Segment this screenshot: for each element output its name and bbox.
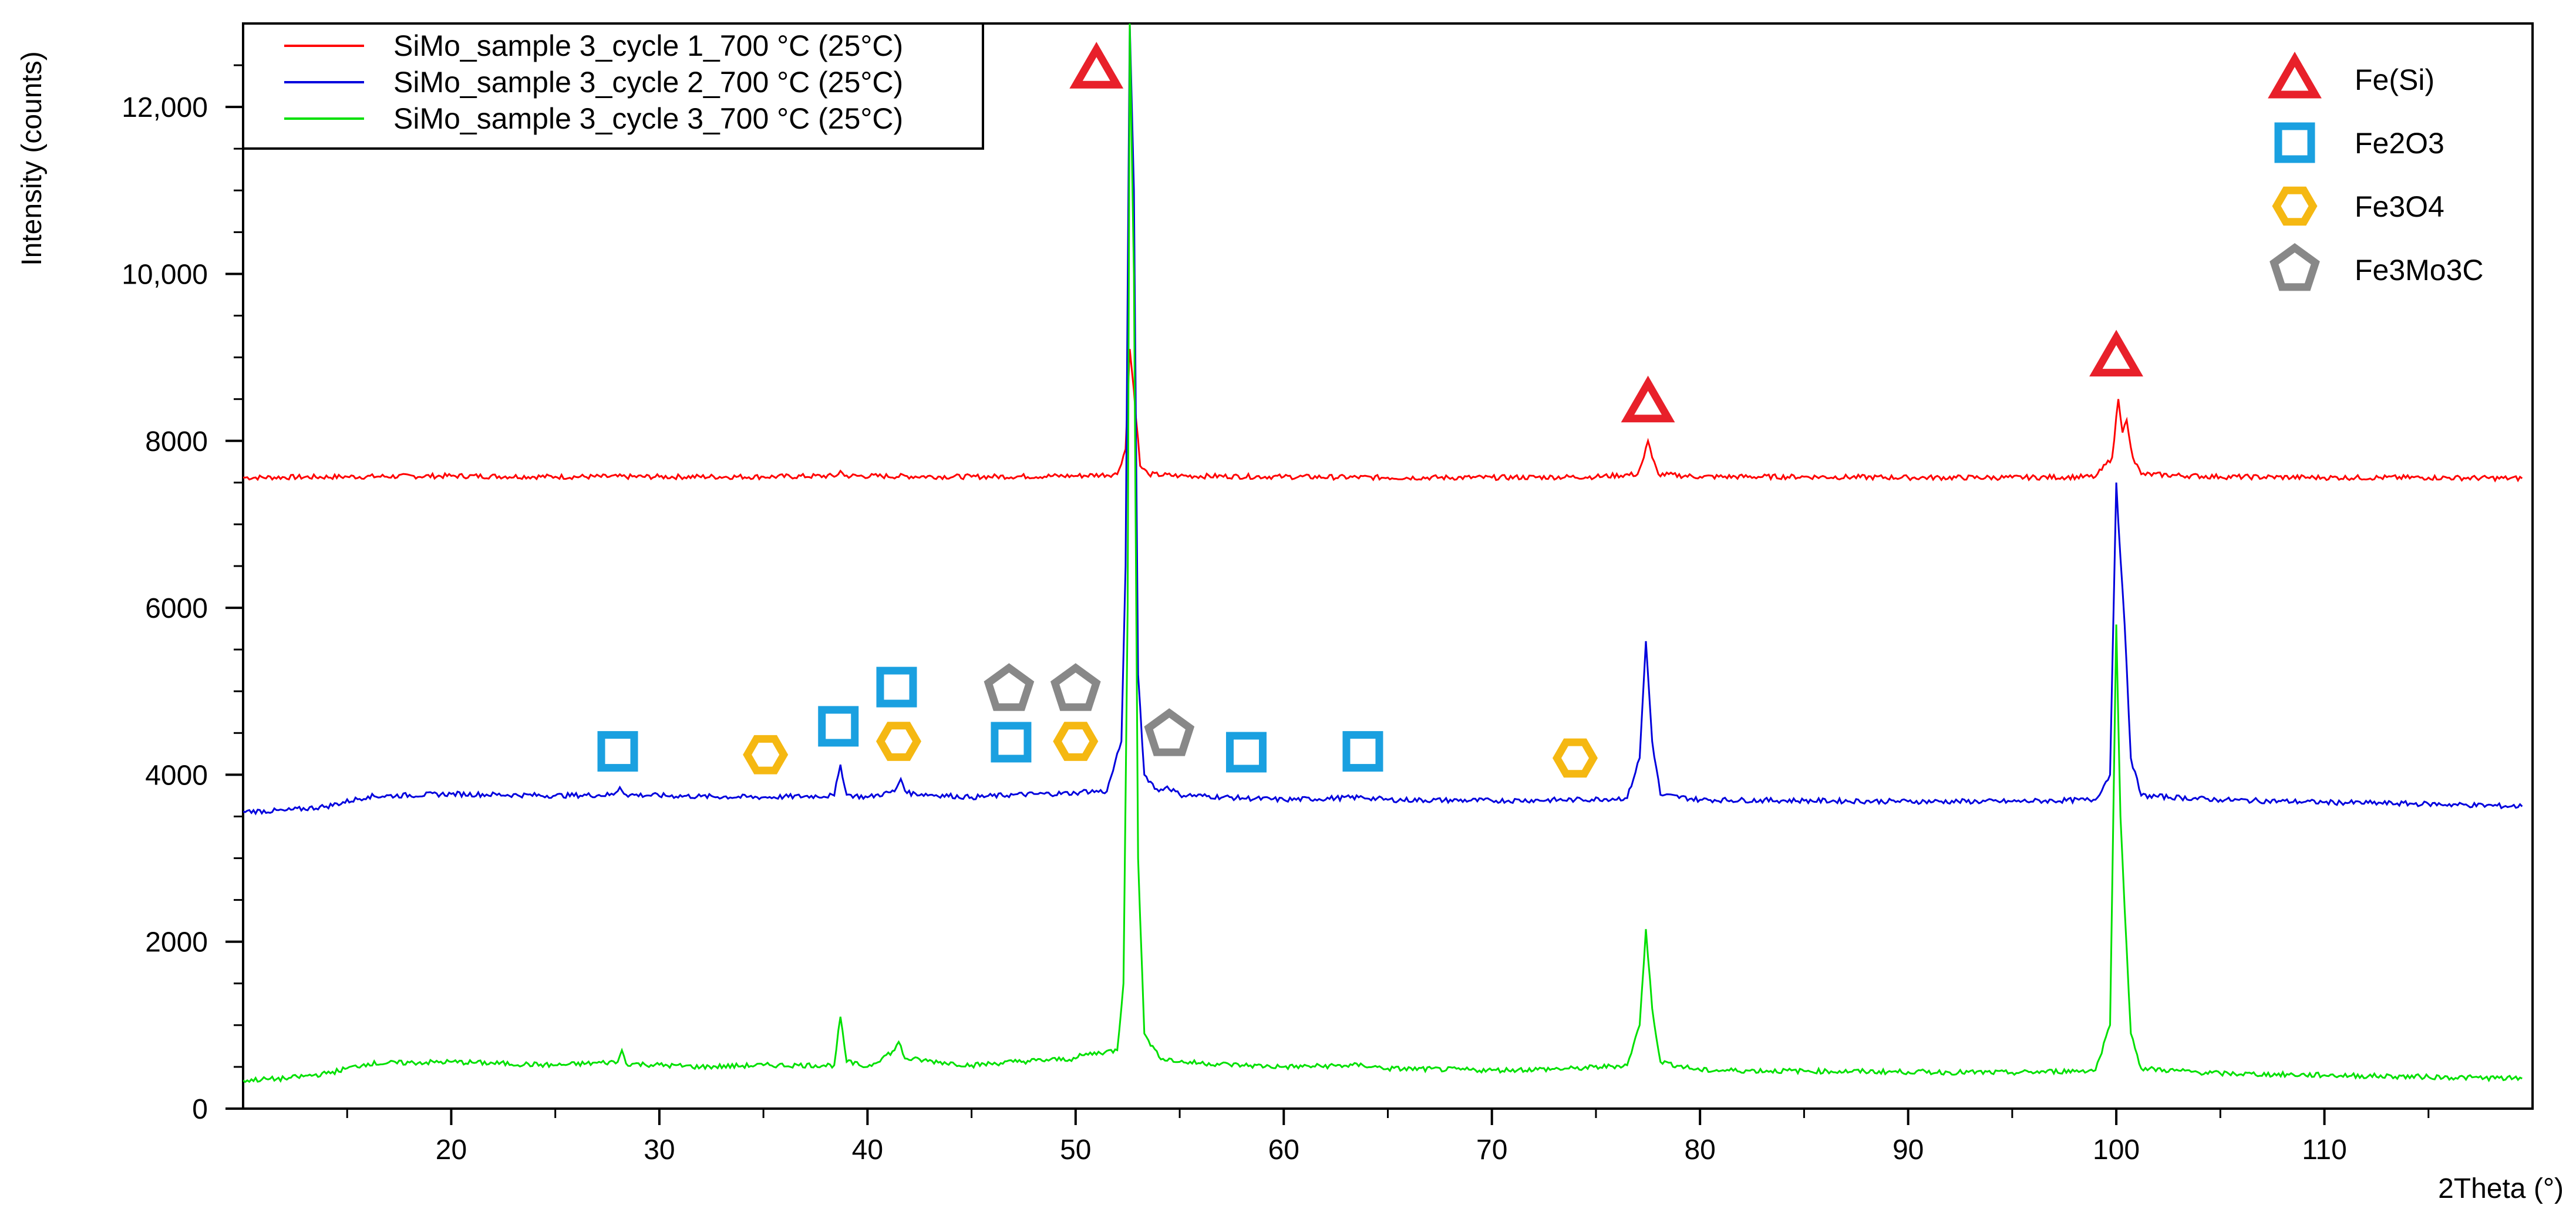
square-marker-icon [991, 722, 1032, 763]
series-line-cycle-2 [243, 23, 2523, 816]
y-tick-label: 4000 [145, 760, 208, 791]
y-tick-label: 6000 [145, 593, 208, 624]
x-tick-label: 20 [436, 1134, 467, 1166]
phase-legend-label: Fe(Si) [2355, 63, 2434, 96]
x-tick-label: 30 [644, 1134, 675, 1166]
x-tick-label: 80 [1684, 1134, 1715, 1166]
y-tick-label: 2000 [145, 927, 208, 958]
hexagon-marker-icon [875, 722, 922, 761]
y-tick-label: 0 [192, 1094, 208, 1125]
plot-frame [242, 22, 2534, 1110]
series-line-cycle-1 [243, 349, 2523, 483]
series-legend-box [242, 22, 984, 150]
x-axis-title: 2Theta (°) [2438, 1173, 2564, 1204]
square-marker-icon [876, 666, 917, 708]
legend-label-cycle-3: SiMo_sample 3_cycle 3_700 °C (25°C) [393, 102, 903, 135]
phase-legend-pentagon-icon [2269, 243, 2320, 291]
phase-legend-label: Fe3O4 [2355, 190, 2444, 223]
phase-legend-label: Fe3Mo3C [2355, 254, 2484, 287]
square-marker-icon [1225, 732, 1267, 773]
y-tick-label: 8000 [145, 426, 208, 457]
hexagon-marker-icon [1053, 722, 1099, 761]
pentagon-marker-icon [984, 663, 1035, 711]
hexagon-marker-icon [743, 735, 789, 775]
y-axis-title: Intensity (counts) [16, 51, 48, 265]
phase-legend-hexagon-icon [2272, 186, 2318, 226]
triangle-marker-icon [1069, 42, 1124, 89]
triangle-marker-icon [1621, 375, 1675, 423]
hexagon-marker-icon [1552, 738, 1598, 778]
y-tick-label: 10,000 [122, 259, 208, 290]
phase-legend-label: Fe2O3 [2355, 127, 2444, 160]
series-line-cycle-3 [243, 23, 2523, 1083]
triangle-marker-icon [2089, 329, 2143, 377]
x-tick-label: 60 [1268, 1134, 1299, 1166]
pentagon-marker-icon [1144, 708, 1195, 756]
x-tick-label: 70 [1476, 1134, 1507, 1166]
legend-label-cycle-1: SiMo_sample 3_cycle 1_700 °C (25°C) [393, 29, 903, 62]
square-marker-icon [818, 706, 859, 747]
square-marker-icon [597, 731, 638, 772]
x-tick-label: 110 [2302, 1134, 2347, 1166]
phase-legend-square-icon [2274, 122, 2315, 163]
x-tick-label: 50 [1060, 1134, 1091, 1166]
x-tick-label: 100 [2093, 1134, 2140, 1166]
phase-legend-triangle-icon [2268, 51, 2322, 99]
x-tick-label: 40 [852, 1134, 883, 1166]
legend-label-cycle-2: SiMo_sample 3_cycle 2_700 °C (25°C) [393, 66, 903, 99]
y-tick-label: 12,000 [122, 92, 208, 123]
square-marker-icon [1342, 731, 1383, 772]
x-tick-label: 90 [1893, 1134, 1924, 1166]
pentagon-marker-icon [1050, 663, 1101, 711]
